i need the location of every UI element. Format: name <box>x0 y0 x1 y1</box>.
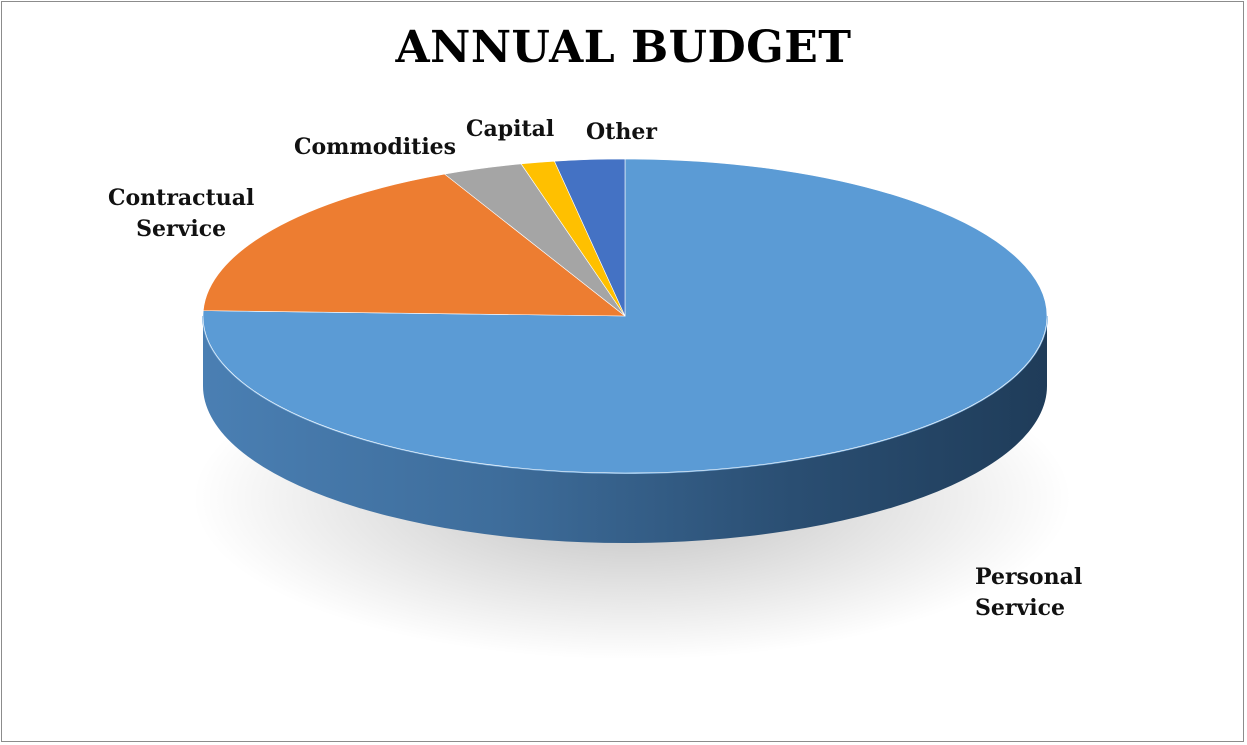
slice-label-line: Other <box>586 119 657 145</box>
slice-label-line: Contractual <box>108 185 255 211</box>
pie-side-wall <box>203 316 1047 543</box>
slice-label: Capital <box>466 114 554 145</box>
slice-label: Contractual Service <box>108 183 254 245</box>
slice-label-line: Commodities <box>294 134 457 160</box>
pie-slice-contractual-service <box>202 173 626 317</box>
slice-label: Personal Service <box>975 562 1082 624</box>
slice-label: Other <box>586 117 657 148</box>
slice-label: Commodities <box>294 132 456 163</box>
chart-title: ANNUAL BUDGET <box>395 22 852 73</box>
pie-slice-other <box>553 158 626 317</box>
slice-label-line: Service <box>975 595 1066 621</box>
slice-label-line: Capital <box>466 116 555 142</box>
slice-label-line: Service <box>136 216 227 242</box>
slice-label-line: Personal <box>975 564 1083 590</box>
